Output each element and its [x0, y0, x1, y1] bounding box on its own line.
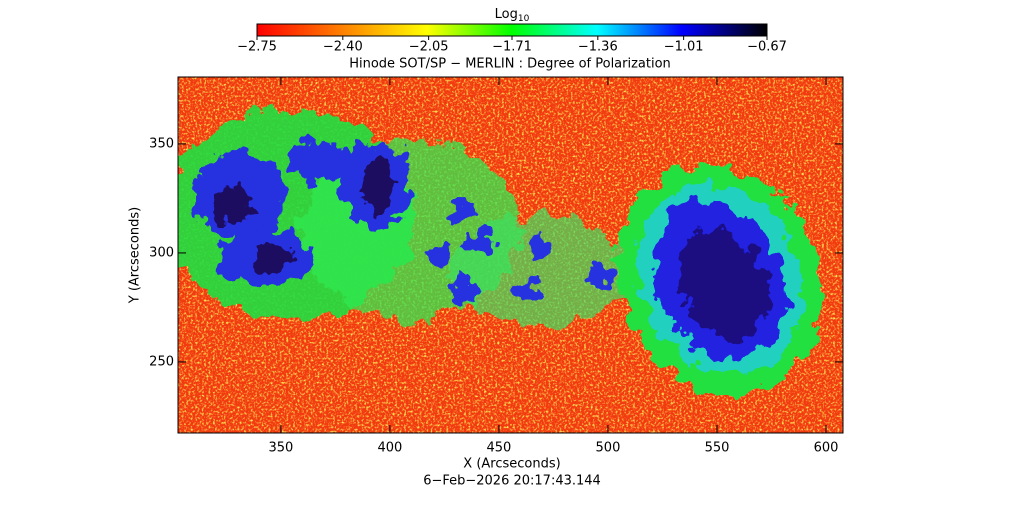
- colorbar-tick-label: −1.01: [664, 40, 704, 55]
- y-axis-label: Y (Arcseconds): [128, 207, 143, 304]
- x-tick-label: 400: [378, 441, 403, 456]
- colorbar-tick-label: −1.71: [492, 40, 532, 55]
- x-axis-label: X (Arcseconds): [463, 457, 560, 472]
- y-tick-label: 350: [149, 136, 174, 151]
- colorbar-tick-label: −2.40: [323, 40, 363, 55]
- colorbar-tick-label: −0.67: [747, 40, 787, 55]
- colorbar-tick-label: −1.36: [578, 40, 618, 55]
- x-tick-label: 350: [268, 441, 293, 456]
- timestamp: 6−Feb−2026 20:17:43.144: [423, 474, 601, 489]
- colorbar-tick-label: −2.75: [237, 40, 277, 55]
- colorbar-label-main: Log: [495, 7, 518, 22]
- polarization-image: [178, 77, 843, 433]
- chart-title: Hinode SOT/SP − MERLIN : Degree of Polar…: [349, 57, 671, 72]
- plot-frame: [177, 76, 844, 434]
- y-tick-label: 300: [149, 245, 174, 260]
- colorbar-label: Log10: [495, 7, 530, 24]
- colorbar-label-sub: 10: [518, 14, 530, 24]
- colorbar-tick-label: −2.05: [409, 40, 449, 55]
- y-tick-label: 250: [149, 354, 174, 369]
- x-tick-label: 500: [596, 441, 621, 456]
- x-tick-label: 550: [705, 441, 730, 456]
- colorbar: [256, 23, 768, 37]
- x-tick-label: 450: [487, 441, 512, 456]
- x-tick-label: 600: [814, 441, 839, 456]
